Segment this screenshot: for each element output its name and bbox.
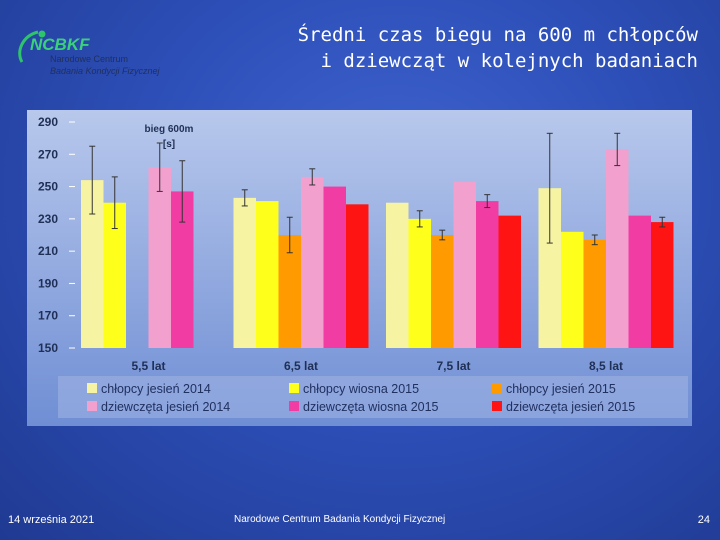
y-tick-label: 210	[38, 244, 58, 258]
bar	[498, 215, 521, 348]
grid-layer	[69, 121, 75, 349]
bar	[386, 202, 409, 348]
bar	[256, 201, 279, 348]
legend-swatch	[87, 383, 97, 393]
ncbkf-logo: NCBKF Narodowe Centrum Badania Kondycji …	[8, 22, 178, 92]
legend-swatch	[289, 401, 299, 411]
legend-swatch	[492, 383, 502, 393]
bar	[171, 191, 194, 348]
bars-layer	[81, 132, 674, 348]
legend-label: dziewczęta jesień 2015	[506, 400, 635, 414]
x-category-label: 8,5 lat	[589, 359, 623, 373]
bar	[538, 188, 561, 348]
legend-label: dziewczęta jesień 2014	[101, 400, 230, 414]
y-tick-label: 170	[38, 309, 58, 323]
legend-label: dziewczęta wiosna 2015	[303, 400, 439, 414]
title-line-2: i dziewcząt w kolejnych badaniach	[320, 50, 699, 72]
x-category-label: 6,5 lat	[284, 359, 318, 373]
legend-label: chłopcy jesień 2014	[101, 382, 211, 396]
bar	[278, 235, 301, 348]
page-number: 24	[697, 514, 710, 526]
bar	[606, 149, 629, 348]
slide-title: Średni czas biegu na 600 m chłopców i dz…	[228, 22, 698, 74]
legend: chłopcy jesień 2014 chłopcy wiosna 2015 ch…	[58, 376, 688, 418]
footer-organization: Narodowe Centrum Badania Kondycji Fizycz…	[234, 514, 446, 525]
bar	[561, 231, 584, 348]
chart-container: 150 170 190 210 230 250 270 290 bieg 600m [s] 5,5 …	[27, 110, 692, 426]
bar-chart: 150 170 190 210 230 250 270 290 bieg 600m [s] 5,5 …	[27, 110, 692, 426]
bar	[233, 197, 256, 348]
y-tick-label: 250	[38, 180, 58, 194]
bar	[148, 167, 171, 348]
bar	[628, 215, 651, 348]
bar	[476, 201, 499, 348]
logo-swoosh-icon	[18, 30, 39, 63]
bar	[583, 239, 606, 348]
legend-swatch	[289, 383, 299, 393]
logo-wordmark: NCBKF	[30, 35, 90, 54]
y-tick-label: 230	[38, 212, 58, 226]
y-tick-label: 270	[38, 147, 58, 161]
logo-line1: Narodowe Centrum	[50, 54, 128, 64]
y-tick-label: 290	[38, 115, 58, 129]
bar	[453, 181, 476, 348]
y-tick-label: 190	[38, 276, 58, 290]
y-axis-title: bieg 600m	[145, 124, 194, 135]
x-category-label: 5,5 lat	[131, 359, 165, 373]
logo-figure-head-icon	[38, 30, 46, 38]
bar	[301, 176, 324, 348]
bar	[408, 218, 431, 348]
logo-line2: Badania Kondycji Fizycznej	[50, 66, 161, 76]
y-tick-label: 150	[38, 341, 58, 355]
bar	[431, 235, 454, 348]
bar	[346, 204, 369, 348]
labels-layer: 150 170 190 210 230 250 270 290 bieg 600m [s] 5,5 …	[38, 115, 623, 373]
bar	[651, 222, 674, 348]
legend-label: chłopcy wiosna 2015	[303, 382, 419, 396]
legend-label: chłopcy jesień 2015	[506, 382, 616, 396]
y-axis-unit: [s]	[163, 139, 175, 150]
legend-background	[58, 376, 688, 418]
bar	[103, 202, 126, 348]
footer-date: 14 września 2021	[8, 514, 95, 526]
title-line-1: Średni czas biegu na 600 m chłopców	[297, 24, 698, 46]
logo-graphic: NCBKF Narodowe Centrum Badania Kondycji …	[18, 30, 161, 76]
bar	[81, 180, 104, 348]
legend-swatch	[87, 401, 97, 411]
legend-swatch	[492, 401, 502, 411]
x-category-label: 7,5 lat	[436, 359, 470, 373]
bar	[323, 186, 346, 348]
